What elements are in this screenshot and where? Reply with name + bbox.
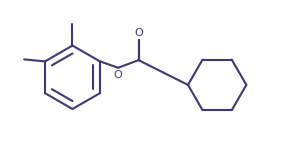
Text: O: O	[134, 28, 143, 38]
Text: O: O	[114, 70, 123, 80]
